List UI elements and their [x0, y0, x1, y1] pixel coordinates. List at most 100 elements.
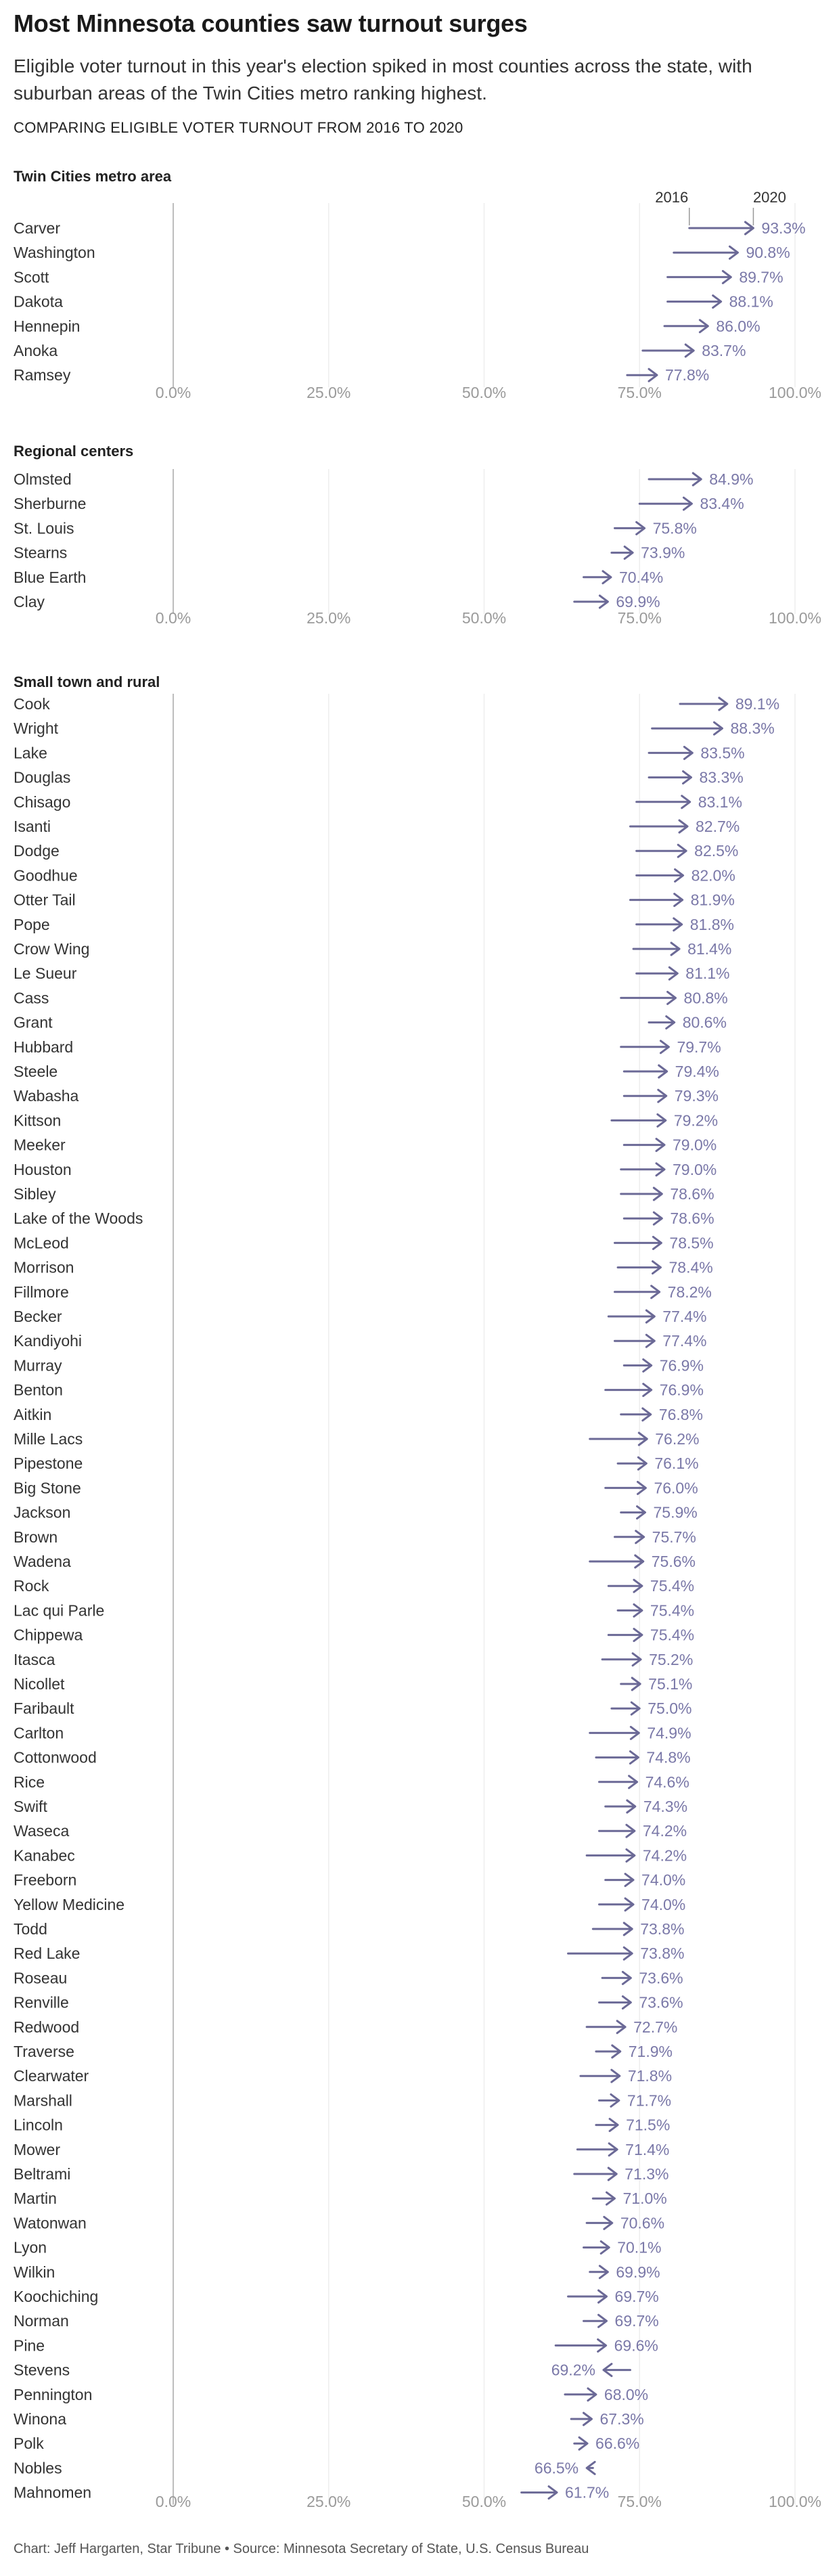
value-label-watonwan: 70.6%: [620, 2214, 664, 2231]
value-label-lac-qui-parle: 75.4%: [650, 1601, 694, 1619]
value-label-koochiching: 69.7%: [615, 2288, 659, 2305]
arrow-head-wabasha: [657, 1088, 668, 1103]
value-label-hennepin: 86.0%: [716, 317, 760, 335]
county-label-hubbard: Hubbard: [14, 1038, 73, 1056]
county-label-becker: Becker: [14, 1308, 62, 1325]
arrow-head-mcleod: [652, 1235, 662, 1250]
arrow-head-itasca: [631, 1652, 642, 1667]
value-label-steele: 79.4%: [675, 1063, 719, 1080]
source-footer: Chart: Jeff Hargarten, Star Tribune • So…: [14, 2541, 589, 2556]
county-label-mahnomen: Mahnomen: [14, 2484, 91, 2502]
arrow-head-beltrami: [607, 2167, 618, 2181]
x-tick-label: 100.0%: [769, 609, 821, 627]
arrow-head-dakota: [712, 294, 723, 309]
county-label-traverse: Traverse: [14, 2043, 74, 2060]
county-label-sibley: Sibley: [14, 1185, 56, 1203]
value-label-otter-tail: 81.9%: [691, 891, 735, 909]
value-label-scott: 89.7%: [739, 268, 783, 286]
value-label-sherburne: 83.4%: [700, 495, 744, 512]
value-label-mcleod: 78.5%: [669, 1234, 713, 1251]
value-label-brown: 75.7%: [652, 1528, 696, 1546]
subtitle: Eligible voter turnout in this year's el…: [14, 55, 752, 104]
value-label-chippewa: 75.4%: [650, 1626, 694, 1644]
arrow-head-cottonwood: [629, 1750, 639, 1765]
arrow-head-traverse: [611, 2044, 622, 2059]
county-label-morrison: Morrison: [14, 1259, 74, 1276]
x-tick-label: 50.0%: [462, 384, 506, 401]
value-label-renville: 73.6%: [639, 1994, 683, 2012]
arrow-head-yellow-medicine: [624, 1897, 635, 1912]
county-label-pennington: Pennington: [14, 2386, 92, 2403]
arrow-head-rice: [628, 1775, 639, 1790]
arrow-head-clay: [598, 594, 609, 609]
value-label-faribault: 75.0%: [648, 1700, 691, 1717]
value-label-polk: 66.6%: [595, 2435, 639, 2452]
arrow-head-hennepin: [698, 319, 709, 334]
arrow-head-kittson: [656, 1113, 667, 1128]
county-label-cass: Cass: [14, 989, 49, 1006]
arrow-head-rock: [633, 1578, 643, 1593]
county-label-steele: Steele: [14, 1063, 58, 1080]
county-label-olmsted: Olmsted: [14, 470, 72, 488]
county-label-scott: Scott: [14, 268, 49, 286]
county-label-aitkin: Aitkin: [14, 1406, 51, 1423]
arrow-head-morrison: [651, 1260, 662, 1275]
value-label-le-sueur: 81.1%: [685, 964, 729, 982]
page-title: Most Minnesota counties saw turnout surg…: [14, 9, 528, 37]
county-label-clearwater: Clearwater: [14, 2067, 89, 2085]
value-label-carlton: 74.9%: [647, 1724, 691, 1741]
value-label-clearwater: 71.8%: [628, 2067, 672, 2085]
value-label-pine: 69.6%: [614, 2336, 658, 2354]
value-label-olmsted: 84.9%: [709, 470, 753, 488]
value-label-sibley: 78.6%: [670, 1185, 714, 1203]
value-label-big-stone: 76.0%: [654, 1479, 698, 1496]
x-tick-label: 75.0%: [618, 609, 662, 627]
x-tick-label: 75.0%: [618, 384, 662, 401]
county-label-ramsey: Ramsey: [14, 366, 71, 384]
county-label-roseau: Roseau: [14, 1969, 67, 1986]
county-label-dakota: Dakota: [14, 293, 63, 311]
value-label-swift: 74.3%: [643, 1798, 687, 1815]
value-label-stearns: 73.9%: [641, 544, 685, 562]
county-label-jackson: Jackson: [14, 1504, 70, 1522]
value-label-cook: 89.1%: [735, 695, 779, 713]
county-label-wadena: Wadena: [14, 1553, 71, 1570]
value-label-chisago: 83.1%: [698, 793, 742, 811]
arrow-head-pipestone: [637, 1456, 648, 1471]
county-label-mille-lacs: Mille Lacs: [14, 1430, 83, 1448]
county-label-benton: Benton: [14, 1381, 63, 1399]
county-label-hennepin: Hennepin: [14, 317, 80, 335]
value-label-mower: 71.4%: [625, 2141, 669, 2158]
value-label-mahnomen: 61.7%: [565, 2484, 609, 2502]
legend-2016: 2016: [655, 189, 688, 206]
arrow-head-carlton: [629, 1725, 640, 1740]
value-label-grant: 80.6%: [683, 1014, 727, 1031]
county-label-lake: Lake: [14, 744, 47, 761]
arrow-head-koochiching: [597, 2289, 608, 2304]
county-label-carlton: Carlton: [14, 1724, 64, 1741]
arrow-head-redwood: [616, 2020, 627, 2035]
x-tick-label: 0.0%: [156, 609, 191, 627]
county-label-rock: Rock: [14, 1577, 49, 1595]
value-label-ramsey: 77.8%: [665, 366, 709, 384]
county-label-freeborn: Freeborn: [14, 1871, 76, 1889]
value-label-marshall: 71.7%: [627, 2091, 671, 2109]
value-label-pope: 81.8%: [690, 916, 734, 933]
value-label-roseau: 73.6%: [639, 1969, 683, 1986]
county-label-norman: Norman: [14, 2312, 69, 2330]
county-label-grant: Grant: [14, 1014, 53, 1031]
value-label-wilkin: 69.9%: [616, 2263, 660, 2281]
arrow-head-polk: [578, 2436, 589, 2451]
arrow-head-lincoln: [608, 2118, 619, 2133]
county-label-redwood: Redwood: [14, 2018, 79, 2036]
value-label-goodhue: 82.0%: [691, 866, 735, 884]
county-label-koochiching: Koochiching: [14, 2288, 98, 2305]
county-label-cook: Cook: [14, 695, 50, 713]
value-label-winona: 67.3%: [599, 2410, 643, 2428]
value-label-hubbard: 79.7%: [677, 1038, 721, 1056]
arrow-head-clearwater: [610, 2068, 621, 2083]
county-label-wilkin: Wilkin: [14, 2263, 55, 2281]
value-label-st-louis: 75.8%: [653, 519, 697, 537]
value-label-cass: 80.8%: [684, 989, 728, 1006]
arrow-head-lac-qui-parle: [633, 1603, 643, 1618]
